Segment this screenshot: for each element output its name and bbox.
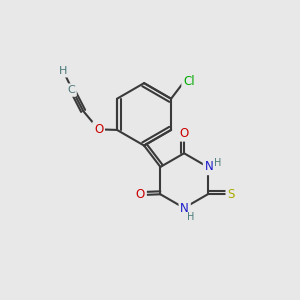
Text: O: O <box>179 127 189 140</box>
Text: H: H <box>59 66 67 76</box>
Text: H: H <box>187 212 194 223</box>
Text: N: N <box>180 202 189 215</box>
Text: Cl: Cl <box>183 75 195 88</box>
Text: N: N <box>205 160 213 173</box>
Text: S: S <box>227 188 235 201</box>
Text: H: H <box>214 158 221 168</box>
Text: O: O <box>136 188 145 201</box>
Text: O: O <box>94 123 103 136</box>
Text: C: C <box>68 85 75 95</box>
